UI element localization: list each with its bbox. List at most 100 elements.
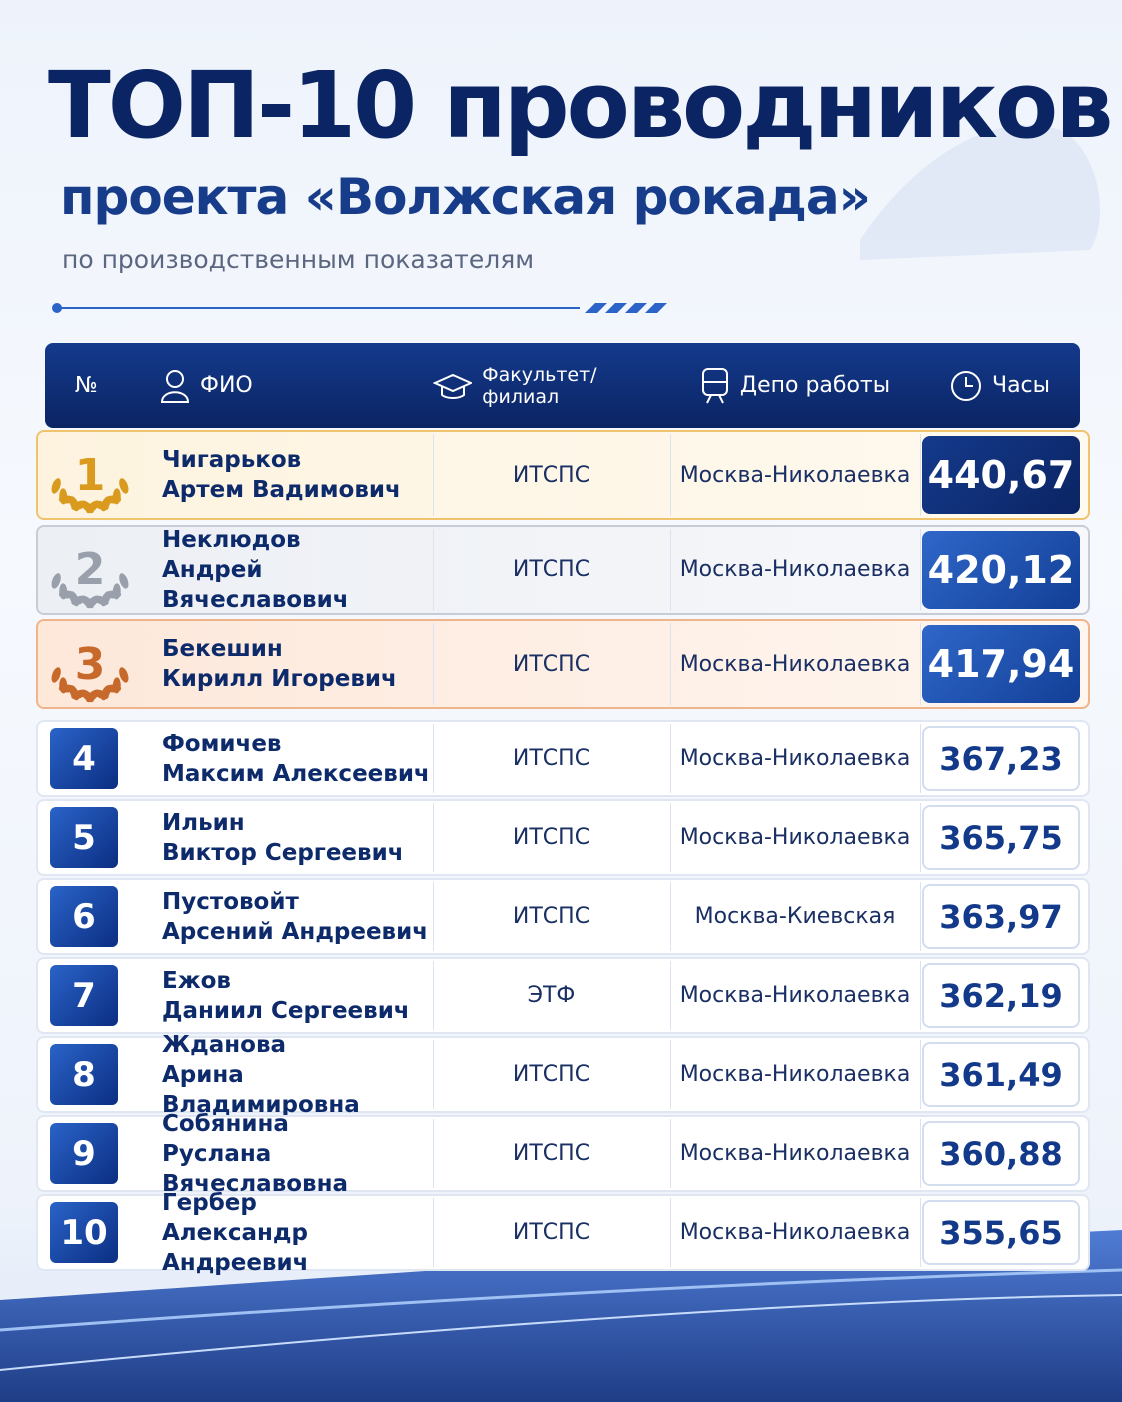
name-line: Максим Алексеевич <box>162 760 430 787</box>
hours: 361,49 <box>922 1042 1080 1107</box>
depot: Москва-Николаевка <box>679 825 911 850</box>
column-separator <box>433 1198 434 1267</box>
column-separator <box>433 803 434 872</box>
faculty: ИТСПС <box>512 1141 591 1166</box>
name-line: Ильин <box>162 809 245 836</box>
table-row <box>36 1036 1090 1113</box>
column-separator <box>433 961 434 1030</box>
hours: 420,12 <box>922 530 1080 609</box>
depot: Москва-Николаевка <box>679 462 911 488</box>
faculty: ИТСПС <box>512 746 591 771</box>
full-name: Собянина Руслана Вячеславовна <box>162 1111 432 1197</box>
depot: Москва-Николаевка <box>679 1220 911 1245</box>
rank-badge: 4 <box>50 728 118 789</box>
faculty: ИТСПС <box>512 557 591 582</box>
column-header-text: Депо работы <box>739 373 891 398</box>
full-name: Ильин Виктор Сергеевич <box>162 799 432 876</box>
depot: Москва-Николаевка <box>679 983 911 1008</box>
name-line: Арсений Андреевич <box>162 918 429 945</box>
depot: Москва-Николаевка <box>679 746 911 771</box>
name-line: Артем Вадимович <box>162 477 401 503</box>
column-separator <box>433 1040 434 1109</box>
person-icon <box>160 369 190 403</box>
column-separator <box>670 803 671 872</box>
hours: 363,97 <box>922 884 1080 949</box>
train-icon <box>701 367 728 403</box>
name-line: Александр Андреевич <box>162 1219 309 1276</box>
rank-badge: 5 <box>50 807 118 868</box>
column-separator <box>670 528 671 611</box>
subtitle: проекта «Волжская рокада» <box>60 168 871 226</box>
rank-wreath <box>45 435 135 515</box>
name-line: Руслана Вячеславовна <box>162 1140 349 1197</box>
table-row <box>36 430 1090 520</box>
table-row <box>36 720 1090 797</box>
column-separator <box>433 1119 434 1188</box>
hours: 355,65 <box>922 1200 1080 1265</box>
depot: Москва-Николаевка <box>679 651 911 677</box>
column-header-text: Факультет/филиал <box>482 363 597 408</box>
column-separator <box>920 961 921 1030</box>
depot: Москва-Николаевка <box>679 557 911 582</box>
column-separator <box>670 1119 671 1188</box>
hours: 440,67 <box>922 436 1080 514</box>
faculty: ИТСПС <box>512 462 591 488</box>
table-row <box>36 1115 1090 1192</box>
hours: 362,19 <box>922 963 1080 1028</box>
name-line: Неклюдов <box>162 526 301 553</box>
wreath-icon <box>51 667 129 703</box>
column-separator <box>433 623 434 705</box>
full-name: Гербер Александр Андреевич <box>162 1190 432 1276</box>
name-line: Фомичев <box>162 730 282 757</box>
column-separator <box>433 724 434 793</box>
column-separator <box>433 434 434 516</box>
rank-badge: 6 <box>50 886 118 947</box>
depot: Москва-Киевская <box>694 904 896 929</box>
table-row <box>36 1194 1090 1271</box>
column-header: № <box>75 373 98 398</box>
column-separator <box>670 1040 671 1109</box>
name-line: Виктор Сергеевич <box>162 839 404 866</box>
table-row <box>36 878 1090 955</box>
column-separator <box>920 528 921 611</box>
column-separator <box>920 623 921 705</box>
column-separator <box>670 1198 671 1267</box>
hours: 360,88 <box>922 1121 1080 1186</box>
column-separator <box>670 724 671 793</box>
column-separator <box>670 623 671 705</box>
name-line: Гербер <box>162 1189 257 1216</box>
name-line: Бекешин <box>162 636 283 662</box>
depot: Москва-Николаевка <box>679 1141 911 1166</box>
column-separator <box>670 961 671 1030</box>
faculty: ИТСПС <box>512 651 591 677</box>
name-line: Чигарьков <box>162 447 302 473</box>
name-line: Андрей Вячеславович <box>162 556 349 613</box>
wreath-icon <box>51 478 129 514</box>
rank-number: 1 <box>74 449 106 501</box>
column-separator <box>920 1198 921 1267</box>
table-row <box>36 799 1090 876</box>
wreath-icon <box>51 572 129 608</box>
full-name: Чигарьков Артем Вадимович <box>162 430 432 520</box>
rank-wreath <box>45 624 135 704</box>
column-separator <box>920 434 921 516</box>
column-separator <box>920 882 921 951</box>
column-separator <box>920 803 921 872</box>
faculty: ИТСПС <box>512 825 591 850</box>
faculty: ИТСПС <box>512 904 591 929</box>
full-name: Неклюдов Андрей Вячеславович <box>162 525 432 615</box>
rank-badge: 10 <box>50 1202 118 1263</box>
name-line: Даниил Сергеевич <box>162 997 410 1024</box>
column-separator <box>920 724 921 793</box>
name-line: Кирилл Игоревич <box>162 666 397 692</box>
name-line: Ежов <box>162 967 231 994</box>
column-separator <box>920 1119 921 1188</box>
rank-badge: 8 <box>50 1044 118 1105</box>
rank-badge: 9 <box>50 1123 118 1184</box>
column-header: Депо работы <box>670 343 920 428</box>
depot: Москва-Николаевка <box>679 1062 911 1087</box>
full-name: Пустовойт Арсений Андреевич <box>162 878 432 955</box>
rank-wreath <box>45 530 135 610</box>
